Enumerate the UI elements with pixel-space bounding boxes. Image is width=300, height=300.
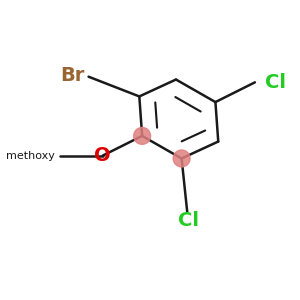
Text: O: O (94, 146, 111, 165)
Text: Br: Br (60, 66, 84, 85)
Circle shape (134, 128, 151, 144)
Text: methoxy: methoxy (6, 151, 55, 160)
Text: Cl: Cl (178, 211, 199, 230)
Circle shape (173, 150, 190, 167)
Text: Cl: Cl (265, 73, 286, 92)
